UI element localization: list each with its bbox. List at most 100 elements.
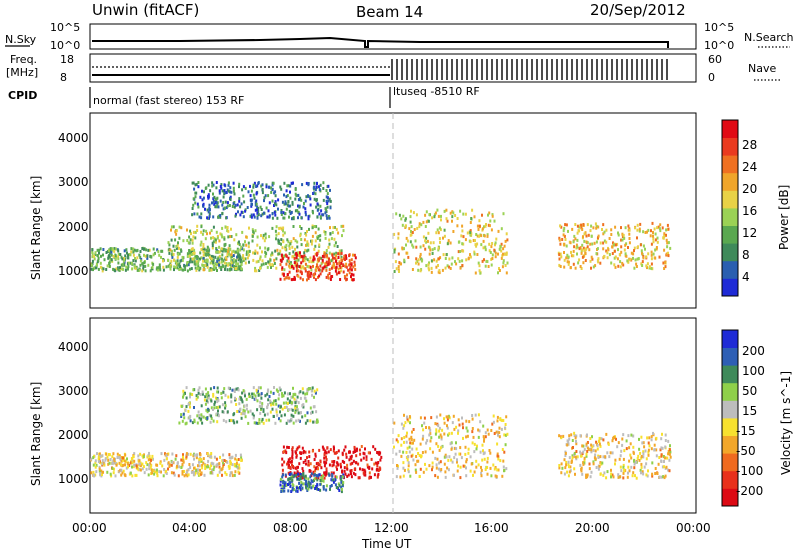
scatter-cell bbox=[502, 261, 505, 265]
scatter-cell bbox=[469, 231, 472, 235]
scatter-cell bbox=[349, 262, 352, 266]
scatter-cell bbox=[360, 458, 363, 462]
scatter-cell bbox=[646, 266, 648, 270]
scatter-cell bbox=[244, 257, 247, 261]
scatter-cell bbox=[151, 454, 154, 458]
scatter-cell bbox=[226, 201, 229, 205]
scatter-cell bbox=[456, 217, 459, 220]
scatter-cell bbox=[647, 228, 650, 232]
scatter-cell bbox=[161, 464, 164, 468]
scatter-cell bbox=[307, 487, 310, 491]
scatter-cell bbox=[300, 243, 303, 247]
scatter-cell bbox=[421, 258, 424, 262]
scatter-cell bbox=[180, 458, 183, 462]
scatter-cell bbox=[437, 444, 440, 448]
scatter-cell bbox=[428, 213, 431, 217]
scatter-cell bbox=[109, 258, 112, 262]
scatter-cell bbox=[199, 393, 202, 396]
scatter-cell bbox=[285, 451, 288, 455]
scatter-cell bbox=[281, 468, 284, 472]
scatter-cell bbox=[220, 260, 223, 264]
scatter-cell bbox=[340, 249, 343, 253]
scatter-cell bbox=[397, 265, 400, 269]
scatter-cell bbox=[107, 256, 110, 260]
xtick-1600: 16:00 bbox=[474, 521, 509, 535]
scatter-cell bbox=[310, 389, 313, 393]
scatter-cell bbox=[654, 248, 657, 252]
scatter-cell bbox=[299, 419, 301, 423]
scatter-cell bbox=[263, 196, 266, 200]
scatter-cell bbox=[176, 464, 178, 468]
scatter-cell bbox=[331, 464, 334, 468]
scatter-cell bbox=[216, 400, 219, 404]
scatter-cell bbox=[94, 473, 97, 477]
scatter-cell bbox=[213, 266, 216, 269]
scatter-cell bbox=[221, 257, 224, 261]
scatter-cell bbox=[290, 472, 293, 476]
scatter-cell bbox=[457, 418, 460, 422]
scatter-cell bbox=[563, 226, 566, 230]
scatter-cell bbox=[362, 456, 365, 460]
scatter-cell bbox=[130, 250, 133, 254]
scatter-cell bbox=[240, 267, 243, 271]
scatter-cell bbox=[178, 225, 181, 229]
freq-panel bbox=[89, 53, 697, 83]
scatter-cell bbox=[304, 392, 307, 396]
scatter-cell bbox=[648, 436, 651, 440]
scatter-cell bbox=[280, 209, 283, 212]
scatter-cell bbox=[294, 401, 297, 405]
scatter-cell bbox=[317, 249, 320, 253]
scatter-cell bbox=[295, 473, 297, 477]
scatter-cell bbox=[563, 251, 565, 254]
scatter-cell bbox=[133, 452, 136, 456]
scatter-cell bbox=[144, 254, 147, 258]
scatter-cell bbox=[272, 181, 275, 185]
scatter-cell bbox=[204, 259, 207, 263]
scatter-cell bbox=[326, 216, 329, 220]
scatter-cell bbox=[479, 420, 482, 424]
scatter-cell bbox=[283, 277, 286, 281]
scatter-cell bbox=[212, 394, 215, 398]
scatter-cell bbox=[280, 187, 283, 191]
scatter-cell bbox=[307, 265, 310, 269]
scatter-cell bbox=[563, 472, 566, 476]
scatter-cell bbox=[205, 408, 208, 412]
scatter-cell bbox=[207, 408, 210, 412]
scatter-cell bbox=[149, 462, 152, 466]
scatter-cell bbox=[660, 460, 663, 463]
scatter-cell bbox=[120, 468, 123, 472]
velocity-cbar-tick-50: 50 bbox=[742, 384, 757, 398]
scatter-cell bbox=[418, 222, 421, 226]
scatter-cell bbox=[283, 460, 286, 464]
scatter-cell bbox=[405, 434, 408, 438]
scatter-cell bbox=[225, 191, 228, 194]
scatter-cell bbox=[231, 388, 234, 392]
scatter-cell bbox=[316, 215, 319, 219]
scatter-cell bbox=[429, 241, 432, 245]
scatter-cell bbox=[145, 461, 148, 465]
scatter-cell bbox=[628, 469, 631, 473]
scatter-cell bbox=[323, 453, 326, 457]
scatter-cell bbox=[99, 265, 102, 269]
scatter-cell bbox=[233, 390, 236, 393]
scatter-cell bbox=[210, 414, 213, 418]
scatter-cell bbox=[494, 255, 497, 259]
scatter-cell bbox=[464, 445, 467, 449]
scatter-cell bbox=[606, 470, 609, 474]
scatter-cell bbox=[437, 248, 440, 252]
scatter-cell bbox=[276, 216, 279, 220]
scatter-cell bbox=[477, 261, 480, 265]
scatter-cell bbox=[218, 263, 221, 267]
scatter-cell bbox=[416, 226, 419, 230]
scatter-cell bbox=[596, 447, 599, 451]
scatter-cell bbox=[304, 248, 307, 252]
scatter-cell bbox=[669, 450, 672, 454]
scatter-cell bbox=[252, 258, 255, 262]
scatter-cell bbox=[370, 475, 372, 479]
scatter-cell bbox=[281, 246, 284, 250]
scatter-cell bbox=[619, 260, 622, 264]
scatter-cell bbox=[204, 402, 207, 406]
scatter-cell bbox=[305, 243, 307, 247]
scatter-cell bbox=[94, 253, 97, 257]
scatter-cell bbox=[158, 470, 161, 474]
